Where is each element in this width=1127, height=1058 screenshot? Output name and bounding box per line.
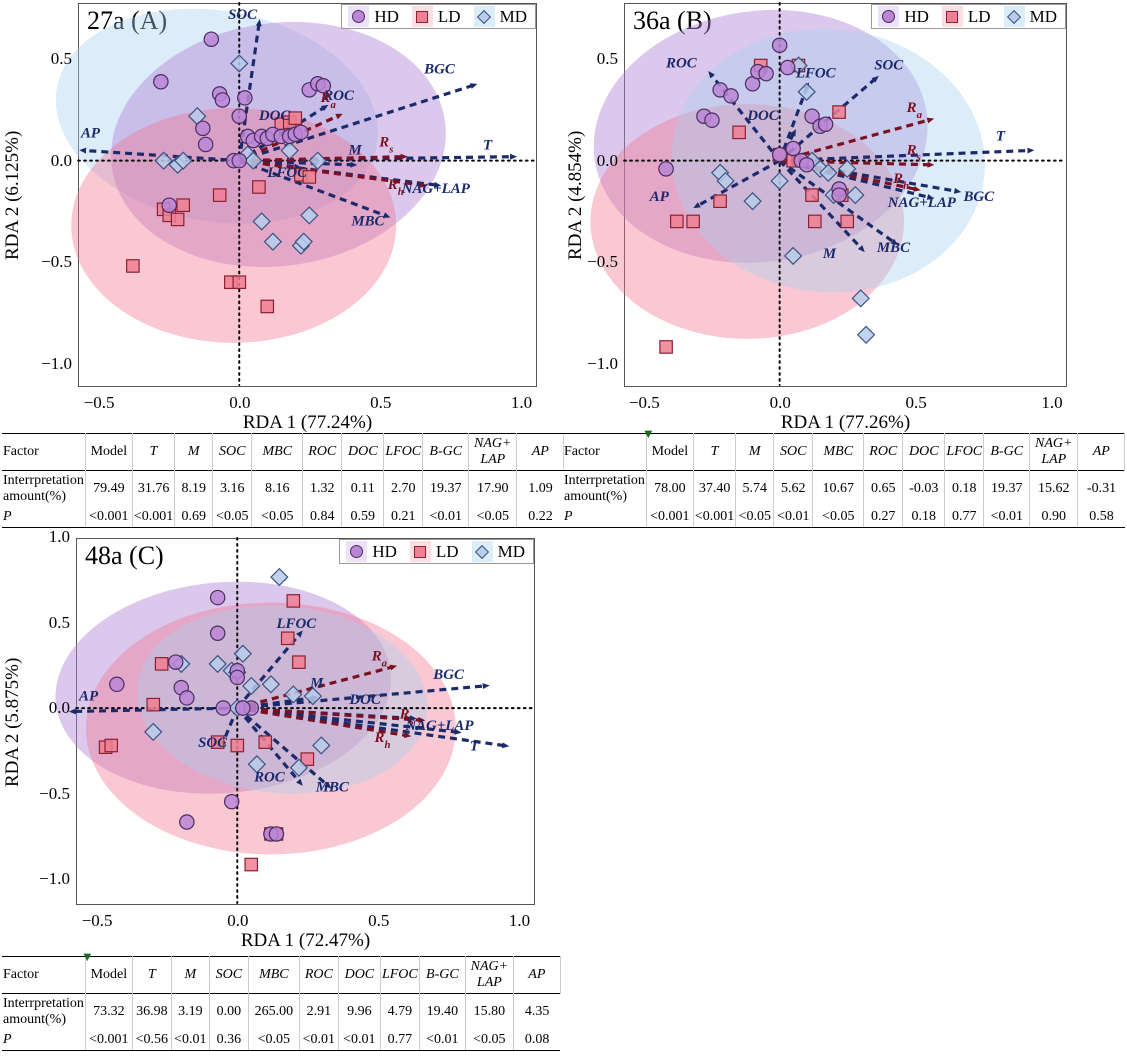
svg-text:M: M: [347, 143, 362, 159]
svg-text:M: M: [822, 246, 837, 262]
svg-text:NAG+LAP: NAG+LAP: [404, 718, 474, 734]
svg-text:MBC: MBC: [876, 240, 911, 256]
svg-text:BGC: BGC: [962, 189, 995, 205]
svg-text:SOC: SOC: [228, 7, 258, 23]
svg-text:NAG+LAP: NAG+LAP: [401, 181, 471, 197]
svg-text:SOC: SOC: [198, 735, 228, 751]
svg-text:MBC: MBC: [315, 779, 350, 795]
svg-text:AP: AP: [80, 125, 101, 141]
svg-text:DOC: DOC: [258, 108, 292, 124]
svg-text:ROC: ROC: [665, 56, 698, 72]
svg-text:LFOC: LFOC: [266, 165, 308, 181]
svg-text:NAG+LAP: NAG+LAP: [887, 195, 957, 211]
svg-text:LFOC: LFOC: [275, 616, 317, 632]
svg-text:LFOC: LFOC: [795, 66, 837, 82]
svg-text:MBC: MBC: [350, 213, 385, 229]
svg-text:BGC: BGC: [423, 62, 456, 78]
svg-text:AP: AP: [78, 688, 99, 704]
svg-text:AP: AP: [649, 189, 670, 205]
svg-text:T: T: [470, 739, 480, 755]
svg-text:BGC: BGC: [432, 667, 465, 683]
svg-text:ROC: ROC: [253, 769, 286, 785]
svg-text:T: T: [996, 128, 1006, 144]
svg-text:DOC: DOC: [348, 692, 382, 708]
svg-text:SOC: SOC: [874, 58, 904, 74]
svg-text:M: M: [309, 676, 324, 692]
svg-text:T: T: [483, 138, 493, 154]
svg-text:DOC: DOC: [746, 108, 780, 124]
